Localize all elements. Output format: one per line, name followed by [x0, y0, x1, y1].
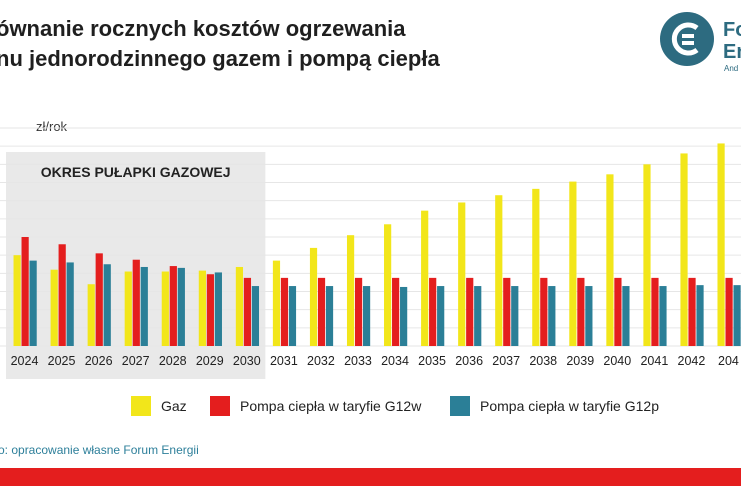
x-tick-label: 2026: [85, 354, 113, 368]
bar-0-2037: [495, 195, 503, 346]
logo-text-line-1: Fo: [723, 19, 741, 41]
forum-energii-logo-icon: [660, 12, 714, 66]
logo-subtext: And: [724, 64, 739, 73]
bar-0-2027: [124, 271, 132, 346]
x-tick-label: 2029: [196, 354, 224, 368]
bar-1-2028: [169, 266, 177, 346]
x-tick-label: 204: [718, 354, 739, 368]
x-tick-label: 2035: [418, 354, 446, 368]
bar-1-2029: [206, 274, 214, 346]
x-tick-label: 2024: [11, 354, 39, 368]
bar-0-2028: [161, 271, 169, 346]
bar-2-2035: [437, 286, 445, 346]
legend-label-g12p: Pompa ciepła w taryfie G12p: [480, 398, 659, 414]
x-tick-label: 2038: [529, 354, 557, 368]
bar-2-2024: [29, 260, 37, 346]
bar-2-2034: [400, 286, 408, 346]
logo-text: Fo En: [723, 19, 741, 63]
bar-2-2033: [362, 286, 371, 346]
x-tick-label: 2041: [640, 354, 668, 368]
x-tick-label: 2032: [307, 354, 335, 368]
bar-1-2040: [614, 277, 622, 346]
bar-1-2039: [577, 277, 585, 346]
chart-title-line-2: nu jednorodzinnego gazem i pompą ciepła: [0, 46, 440, 71]
chart-title-line-1: ównanie rocznych kosztów ogrzewania: [0, 16, 406, 41]
legend-swatch-g12p: [450, 396, 470, 416]
x-tick-label: 2031: [270, 354, 298, 368]
bar-0-2033: [346, 235, 355, 346]
bar-2-2029: [214, 272, 222, 346]
bar-2-2031: [288, 286, 297, 346]
bar-1-2041: [651, 277, 659, 346]
bar-0-2026: [87, 284, 95, 346]
bar-2-2036: [474, 286, 482, 346]
legend-swatch-g12w: [210, 396, 230, 416]
bar-2-2026: [103, 264, 111, 346]
gas-trap-period-label: OKRES PUŁAPKI GAZOWEJ: [41, 164, 231, 180]
bar-1-204: [725, 277, 733, 346]
bar-2-2030: [251, 286, 260, 346]
bar-1-2036: [466, 277, 474, 346]
bar-0-2042: [680, 153, 688, 346]
bar-2-2032: [325, 286, 334, 346]
bar-chart: 2024 2025 2026 2027 2028 2029 2030 2031 2032 2033…: [0, 127, 741, 379]
bar-0-2039: [569, 181, 577, 346]
bar-2-2040: [622, 286, 630, 346]
bar-1-2025: [58, 244, 66, 346]
bar-1-2032: [317, 277, 326, 346]
bar-1-2042: [688, 277, 696, 346]
x-tick-label: 2034: [381, 354, 409, 368]
bar-2-2037: [511, 286, 519, 346]
x-tick-label: 2028: [159, 354, 187, 368]
x-tick-label: 2027: [122, 354, 150, 368]
bar-0-2035: [421, 210, 429, 346]
x-tick-label: 2042: [678, 354, 706, 368]
bar-0-2024: [13, 255, 21, 346]
x-tick-label: 2025: [48, 354, 76, 368]
bar-1-2024: [21, 237, 29, 346]
source-note: o: opracowanie własne Forum Energii: [0, 443, 199, 457]
bar-0-2041: [643, 164, 651, 346]
x-tick-label: 2037: [492, 354, 520, 368]
bar-1-2026: [95, 253, 103, 346]
legend-swatch-gaz: [131, 396, 151, 416]
x-tick-label: 2030: [233, 354, 261, 368]
chart-title: ównanie rocznych kosztów ogrzewania nu j…: [0, 14, 440, 74]
bar-0-2030: [235, 266, 244, 346]
bar-0-2040: [606, 174, 614, 346]
bar-1-2034: [392, 277, 400, 346]
x-tick-label: 2033: [344, 354, 372, 368]
x-tick-label: 2040: [603, 354, 631, 368]
bar-1-2030: [243, 277, 252, 346]
x-tick-label: 2039: [566, 354, 594, 368]
bar-1-2027: [132, 259, 140, 346]
bar-2-2025: [66, 262, 74, 346]
bar-0-2029: [198, 270, 206, 346]
bar-0-204: [717, 143, 725, 346]
bar-1-2033: [354, 277, 363, 346]
bar-2-2027: [140, 266, 148, 346]
bar-2-204: [733, 285, 741, 346]
bar-1-2035: [429, 277, 437, 346]
y-axis-unit-label: zł/rok: [36, 119, 68, 134]
bar-0-2025: [50, 269, 58, 346]
bar-2-2041: [659, 286, 667, 346]
bar-0-2038: [532, 188, 540, 346]
bar-0-2036: [458, 202, 466, 346]
legend-label-g12w: Pompa ciepła w taryfie G12w: [240, 398, 422, 414]
logo-text-line-2: En: [723, 41, 741, 63]
bar-2-2038: [548, 286, 556, 346]
bar-1-2031: [280, 277, 289, 346]
bar-1-2038: [540, 277, 548, 346]
bar-2-2028: [177, 267, 185, 346]
bar-2-2039: [585, 286, 593, 346]
legend-label-gaz: Gaz: [161, 398, 187, 414]
bar-0-2032: [309, 247, 318, 346]
bar-0-2031: [272, 260, 281, 346]
x-tick-label: 2036: [455, 354, 483, 368]
footer-bar: [0, 468, 741, 486]
bar-2-2042: [696, 285, 704, 346]
bar-1-2037: [503, 277, 511, 346]
bar-0-2034: [384, 224, 392, 346]
